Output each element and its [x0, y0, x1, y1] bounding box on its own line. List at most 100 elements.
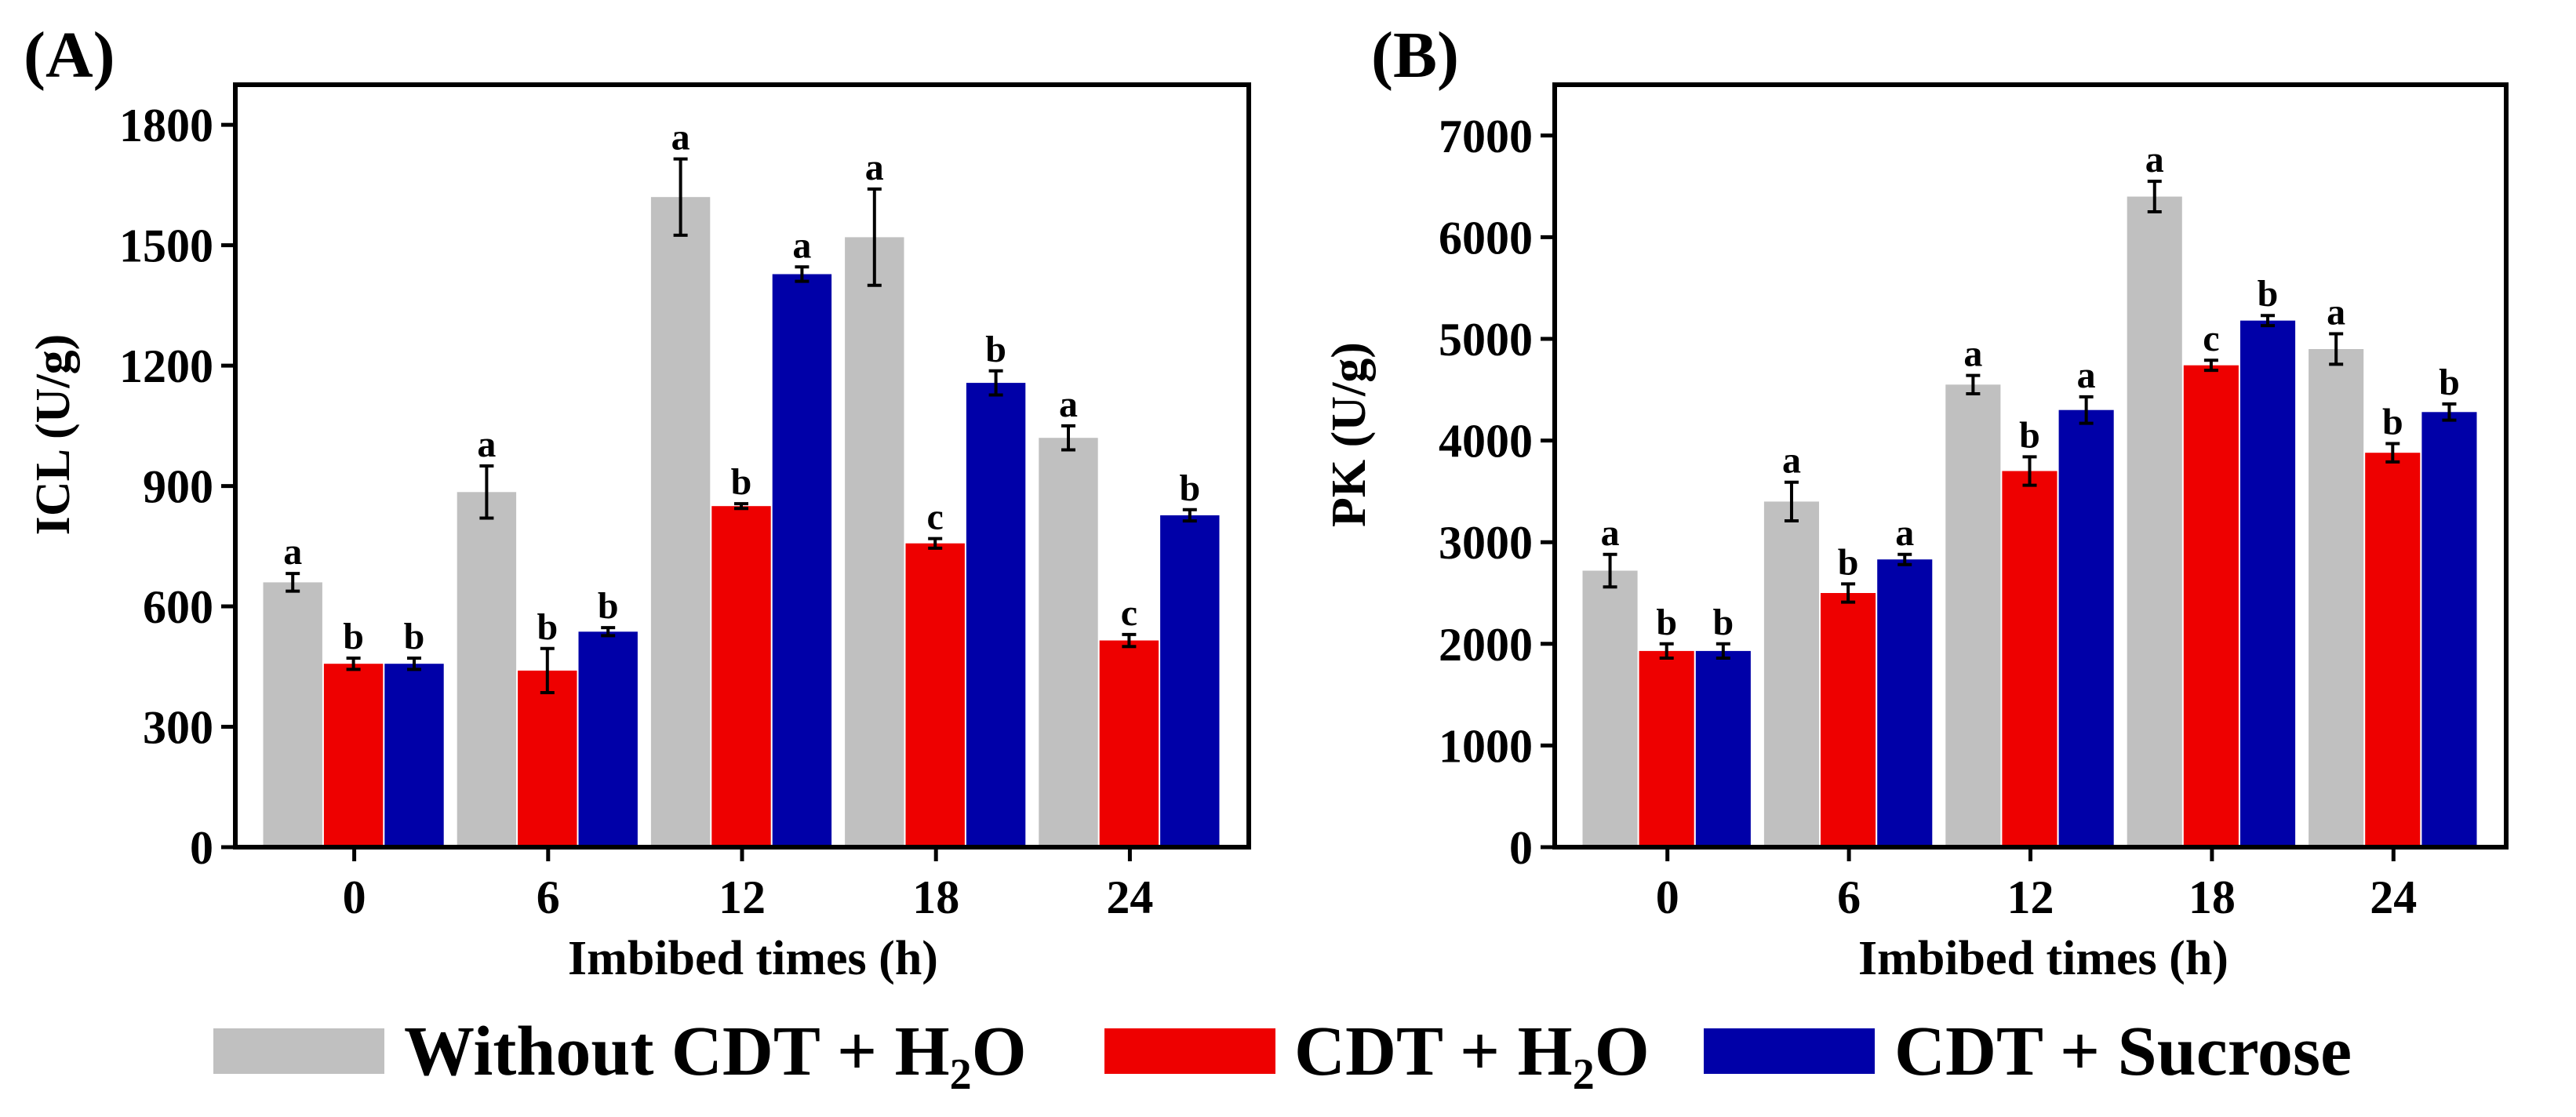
error-bar-without-cdt-h2o-24 [1061, 424, 1075, 452]
error-bar-cdt-h2o-24 [2385, 442, 2400, 464]
bar-cdt-sucrose-6 [1877, 559, 1933, 847]
bar-without-cdt-h2o-24 [2309, 349, 2364, 847]
sig-label-cdt-h2o-0: b [1656, 602, 1677, 643]
y-tick-label-5000: 5000 [1439, 314, 1533, 366]
y-tick-label-1800: 1800 [119, 100, 213, 151]
sig-label-cdt-h2o-12: b [2019, 414, 2040, 456]
sig-label-cdt-sucrose-0: b [1712, 602, 1734, 643]
y-tick-label-900: 900 [143, 461, 213, 513]
panel-label-a: (A) [24, 19, 115, 92]
error-bars-a [286, 157, 1197, 695]
error-bar-without-cdt-h2o-24 [2329, 332, 2344, 366]
x-tick-label-24: 24 [2370, 871, 2417, 923]
error-bar-cdt-sucrose-6 [1897, 552, 1912, 566]
x-ticks-a: 0 6 12 18 24 [343, 847, 1153, 923]
sig-label-cdt-h2o-24: c [1121, 592, 1137, 634]
sig-label-cdt-h2o-18: c [2203, 318, 2219, 359]
sig-label-cdt-sucrose-18: b [2258, 273, 2279, 315]
error-bar-cdt-sucrose-12 [2079, 395, 2094, 425]
bar-cdt-h2o-6 [1821, 593, 1876, 847]
bar-cdt-h2o-12 [711, 506, 771, 847]
bar-without-cdt-h2o-6 [457, 492, 517, 847]
error-bar-cdt-sucrose-0 [407, 657, 421, 671]
legend-swatch-cdt-h2o [1104, 1028, 1275, 1074]
y-tick-label-6000: 6000 [1439, 212, 1533, 264]
y-tick-label-1000: 1000 [1439, 720, 1533, 772]
bar-without-cdt-h2o-0 [1582, 570, 1638, 847]
bar-cdt-h2o-0 [1639, 650, 1694, 847]
error-bar-cdt-h2o-12 [2022, 455, 2037, 487]
bar-without-cdt-h2o-0 [263, 582, 322, 847]
error-bar-without-cdt-h2o-12 [673, 157, 688, 237]
sig-label-cdt-sucrose-24: b [2439, 362, 2460, 403]
y-ticks-b: 0 1000 2000 3000 4000 5000 6000 7000 [1439, 111, 1555, 874]
error-bar-without-cdt-h2o-18 [2147, 180, 2162, 213]
error-bar-cdt-h2o-12 [734, 502, 748, 511]
sig-label-cdt-sucrose-0: b [404, 616, 425, 657]
y-tick-label-600: 600 [143, 581, 213, 633]
sig-label-without-cdt-h2o-0: a [283, 531, 302, 573]
sig-label-without-cdt-h2o-6: a [1782, 440, 1801, 482]
x-ticks-b: 0 6 12 18 24 [1656, 847, 2417, 923]
error-bar-without-cdt-h2o-6 [1784, 480, 1799, 522]
sig-label-without-cdt-h2o-12: a [671, 117, 690, 158]
sig-label-cdt-h2o-0: b [343, 616, 364, 657]
error-bar-cdt-sucrose-24 [1182, 508, 1197, 523]
error-bar-cdt-h2o-0 [346, 657, 361, 671]
x-tick-label-12: 12 [2007, 871, 2054, 923]
plot-frame-b [1552, 82, 2509, 850]
sig-label-cdt-h2o-24: b [2382, 401, 2403, 442]
y-axis-title-b: PK (U/g) [1323, 342, 1376, 527]
bar-cdt-h2o-6 [518, 670, 577, 847]
error-bar-without-cdt-h2o-6 [479, 464, 494, 520]
bar-cdt-sucrose-18 [2240, 320, 2296, 847]
x-tick-label-6: 6 [537, 871, 560, 923]
bar-without-cdt-h2o-24 [1039, 438, 1098, 847]
y-tick-label-0: 0 [1509, 822, 1533, 874]
bar-cdt-h2o-18 [2183, 365, 2239, 847]
error-bars-b [1603, 180, 2457, 660]
sig-label-cdt-sucrose-12: a [792, 224, 811, 266]
bars-a [263, 197, 1220, 848]
error-bar-cdt-sucrose-24 [2442, 402, 2457, 422]
error-bar-without-cdt-h2o-12 [1966, 373, 1981, 395]
bar-without-cdt-h2o-18 [845, 237, 904, 847]
sig-label-cdt-sucrose-6: b [598, 585, 619, 627]
error-bar-without-cdt-h2o-0 [1603, 552, 1617, 589]
legend-swatch-cdt-sucrose [1704, 1028, 1875, 1074]
legend: Without CDT + H2O CDT + H2O CDT + Sucros… [213, 1013, 2352, 1099]
sig-label-cdt-h2o-6: b [537, 606, 558, 648]
error-bar-cdt-sucrose-18 [2261, 314, 2276, 328]
bar-cdt-sucrose-12 [2058, 409, 2114, 847]
bar-cdt-sucrose-0 [1695, 650, 1751, 847]
x-tick-label-24: 24 [1106, 871, 1153, 923]
y-tick-label-0: 0 [190, 822, 213, 874]
x-axis-title-b: Imbibed times (h) [1858, 932, 2229, 985]
bars-b [1582, 196, 2477, 848]
bar-without-cdt-h2o-18 [2127, 196, 2182, 848]
bar-cdt-h2o-0 [323, 664, 384, 847]
bar-cdt-h2o-12 [2002, 471, 2058, 847]
bar-cdt-h2o-24 [2365, 453, 2421, 847]
sig-label-without-cdt-h2o-0: a [1601, 512, 1620, 554]
sig-label-without-cdt-h2o-18: a [2145, 139, 2164, 180]
sig-label-without-cdt-h2o-18: a [865, 147, 884, 188]
sig-label-without-cdt-h2o-12: a [1963, 333, 1982, 375]
sig-label-without-cdt-h2o-6: a [477, 424, 496, 465]
x-tick-label-0: 0 [343, 871, 366, 923]
y-tick-label-2000: 2000 [1439, 619, 1533, 671]
error-bar-cdt-sucrose-6 [601, 626, 616, 638]
sig-label-cdt-sucrose-18: b [985, 329, 1006, 370]
x-axis-title-a: Imbibed times (h) [568, 932, 938, 985]
error-bar-cdt-sucrose-12 [795, 265, 810, 283]
error-bar-cdt-h2o-24 [1122, 632, 1137, 649]
sig-label-cdt-sucrose-24: b [1179, 468, 1200, 509]
x-tick-label-0: 0 [1656, 871, 1679, 923]
bar-without-cdt-h2o-12 [650, 197, 711, 847]
error-bar-cdt-sucrose-18 [988, 369, 1003, 397]
y-tick-label-1500: 1500 [119, 220, 213, 272]
x-tick-label-6: 6 [1837, 871, 1861, 923]
panel-b: (B) PK (U/g) Imbibed times (h) aaaaabbbc… [1323, 19, 2509, 985]
y-tick-label-4000: 4000 [1439, 416, 1533, 468]
